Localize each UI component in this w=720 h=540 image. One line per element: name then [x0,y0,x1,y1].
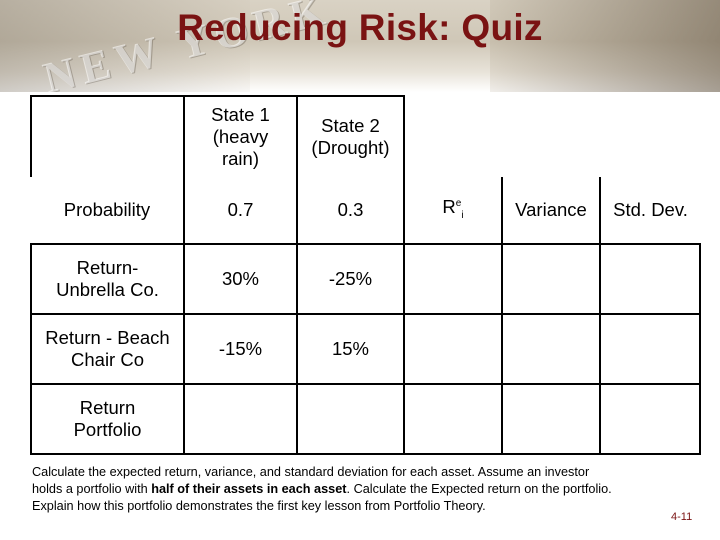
variance-header: Variance [501,177,600,245]
portfolio-row: Return Portfolio [30,384,701,455]
probability-state1: 0.7 [183,177,297,245]
slide-number: 4-11 [671,511,693,523]
instructions-bold: half of their assets in each asset [151,482,347,496]
quiz-table: State 1 (heavy rain) State 2 (Drought) P… [30,95,701,455]
beach-std-dev [599,314,701,385]
table-header-row: State 1 (heavy rain) State 2 (Drought) [30,95,700,177]
slide-title: Reducing Risk: Quiz [177,7,543,48]
umbrella-variance [501,244,600,315]
instructions-text: Calculate the expected return, variance,… [32,464,612,515]
probability-state2: 0.3 [296,177,404,245]
portfolio-state2 [296,384,404,455]
probability-row: Probability 0.7 0.3 Rei Variance Std. De… [31,177,700,245]
portfolio-state1 [183,384,297,455]
portfolio-expected-return [403,384,502,455]
umbrella-std-dev [599,244,701,315]
expected-return-symbol: R [442,196,456,218]
umbrella-state2: -25% [296,244,404,315]
beach-row: Return - Beach Chair Co -15% 15% [30,314,701,385]
portfolio-label: Return Portfolio [30,384,184,455]
banner-stone-right [490,0,720,92]
umbrella-state1: 30% [183,244,297,315]
beach-state1: -15% [183,314,297,385]
beach-variance [501,314,600,385]
instructions-part1: Calculate the expected return, variance,… [32,465,590,496]
header-banner: NEW YORK [0,0,720,92]
expected-return-sup: e [455,198,462,210]
portfolio-variance [501,384,600,455]
header-state2: State 2 (Drought) [296,95,405,177]
beach-label: Return - Beach Chair Co [30,314,184,385]
probability-label: Probability [63,199,151,220]
header-state1: State 1 (heavy rain) [183,95,297,177]
header-empty-cell [30,95,184,177]
expected-return-sub: i [461,209,464,221]
umbrella-row: Return-Unbrella Co. 30% -25% [30,243,701,315]
std-dev-header: Std. Dev. [599,177,700,245]
umbrella-label: Return-Unbrella Co. [30,243,184,315]
expected-return-header: Rei [403,177,502,245]
beach-state2: 15% [296,314,404,385]
instructions-part2: . Calculate the Expected return on the p… [32,482,612,513]
beach-expected-return [403,314,502,385]
umbrella-expected-return [403,244,502,315]
portfolio-std-dev [599,384,701,455]
banner-stone-left [0,0,250,92]
